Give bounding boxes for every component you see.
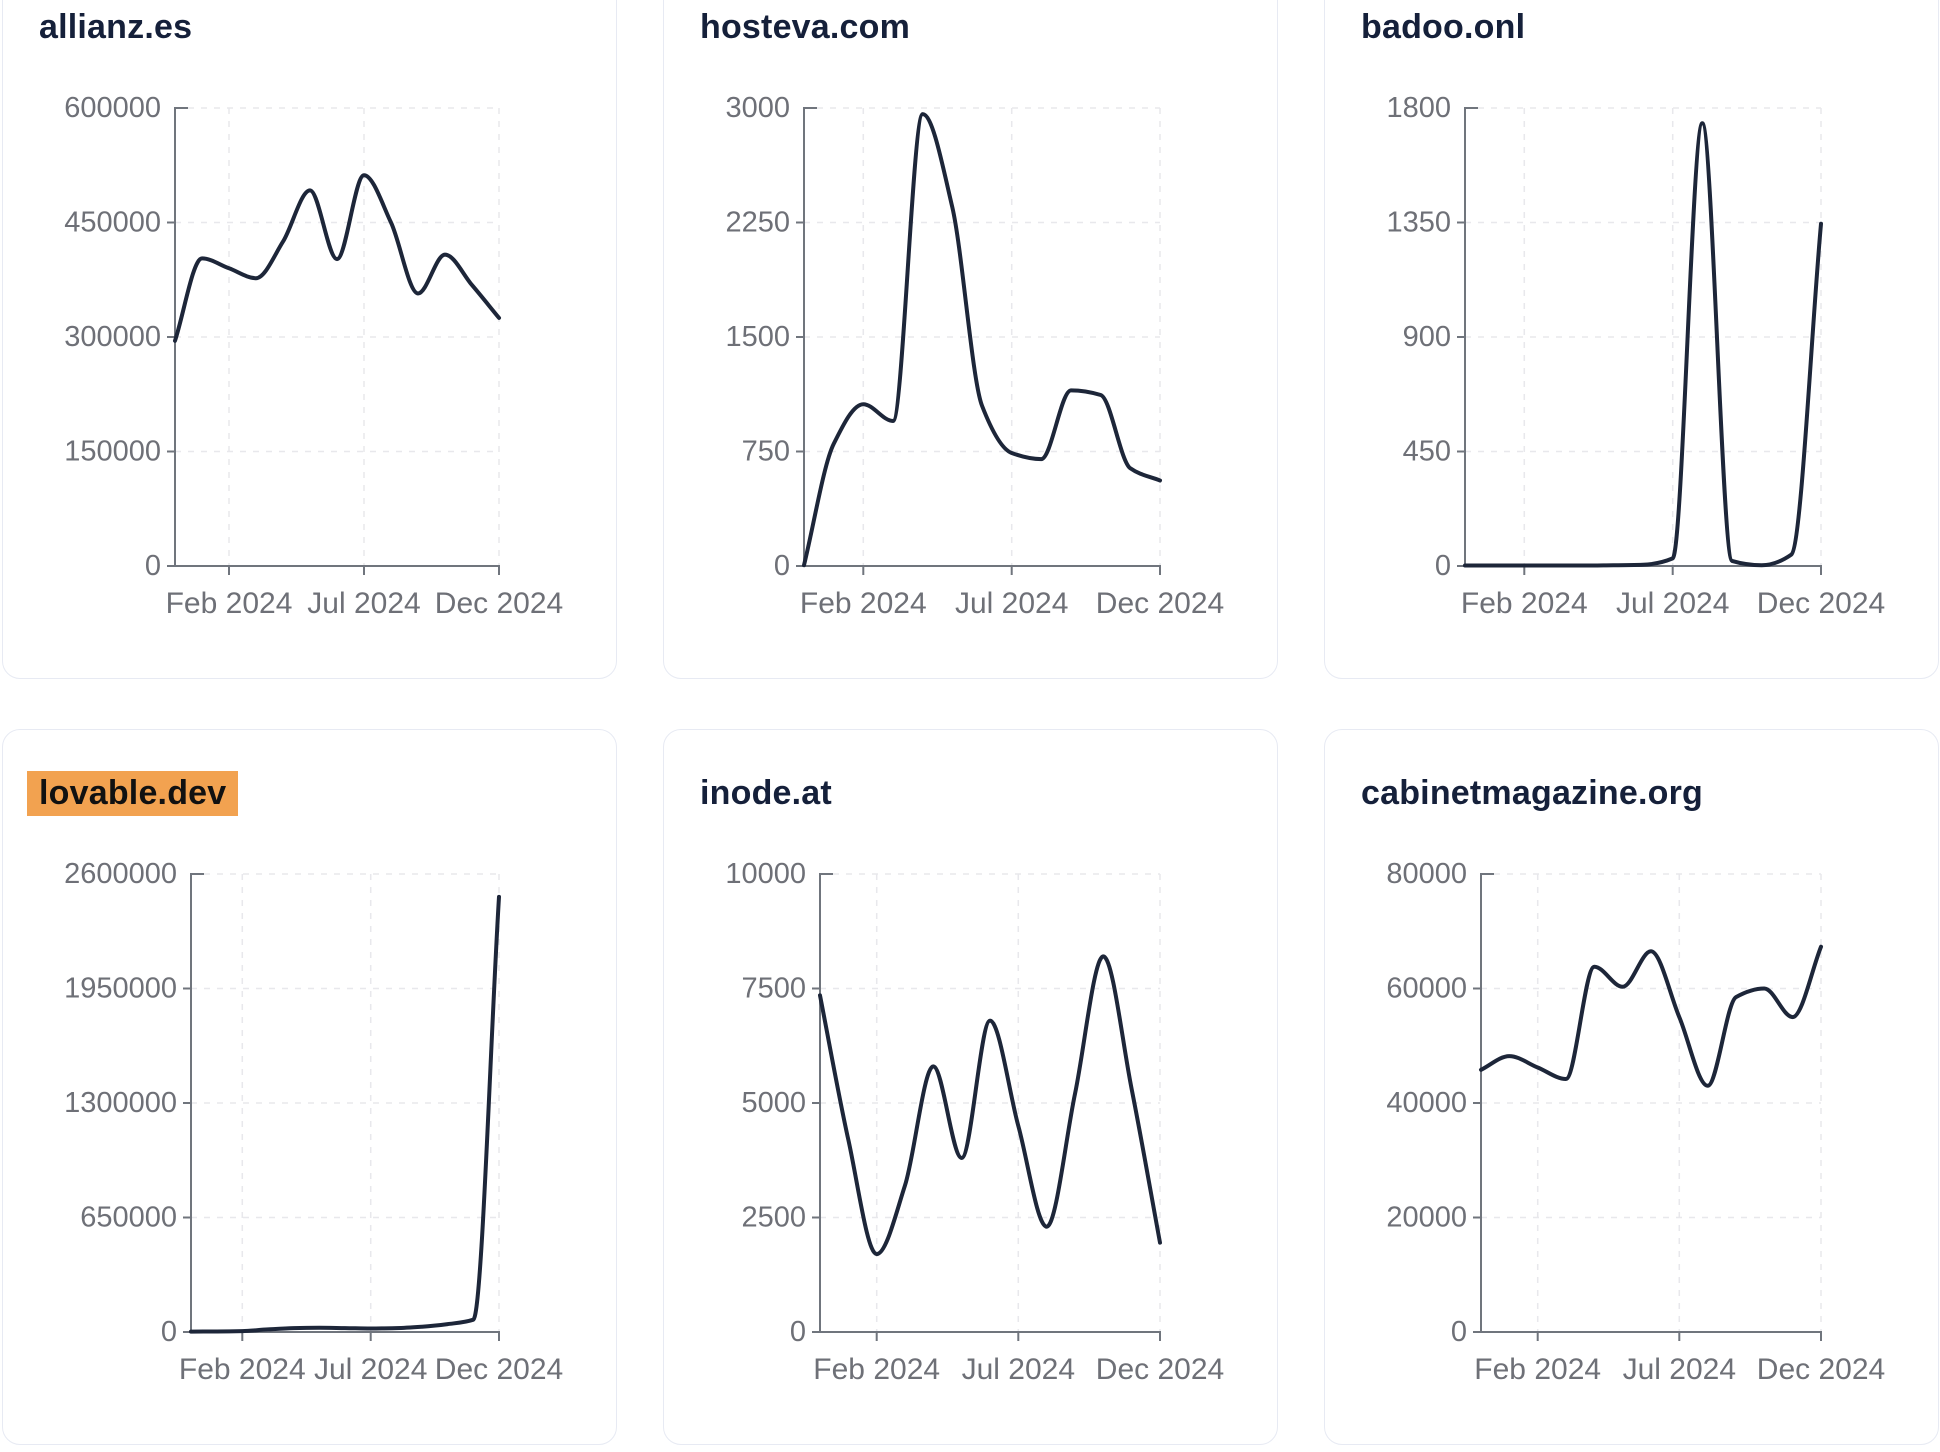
svg-text:60000: 60000 (1386, 973, 1467, 1005)
svg-text:0: 0 (790, 1316, 806, 1348)
svg-text:7500: 7500 (741, 973, 806, 1005)
svg-text:40000: 40000 (1386, 1087, 1467, 1119)
chart-title[interactable]: inode.at (700, 774, 832, 812)
svg-text:Dec 2024: Dec 2024 (1757, 587, 1885, 620)
chart-title[interactable]: badoo.onl (1361, 8, 1526, 46)
chart-title[interactable]: hosteva.com (700, 8, 911, 46)
svg-text:0: 0 (145, 550, 161, 582)
chart-card: cabinetmagazine.org 0 20000 40000 60000 8000… (1324, 729, 1939, 1445)
svg-text:Jul 2024: Jul 2024 (307, 587, 420, 620)
svg-text:20000: 20000 (1386, 1202, 1467, 1234)
svg-text:1300000: 1300000 (64, 1087, 177, 1119)
svg-text:750: 750 (742, 436, 790, 468)
svg-text:150000: 150000 (64, 436, 161, 468)
svg-text:Dec 2024: Dec 2024 (435, 587, 563, 620)
chart-card: inode.at 0 2500 5000 7500 10000 Feb 2024 Jul 2… (663, 729, 1278, 1445)
svg-text:0: 0 (161, 1316, 177, 1348)
svg-text:Jul 2024: Jul 2024 (1623, 1353, 1736, 1386)
line-chart: 0 650000 1300000 1950000 2600000 Feb 2024 Jul … (64, 858, 563, 1386)
svg-text:1350: 1350 (1386, 207, 1451, 239)
line-chart: 0 2500 5000 7500 10000 Feb 2024 Jul 2024 Dec 20… (725, 858, 1224, 1386)
svg-text:Dec 2024: Dec 2024 (1757, 1353, 1885, 1386)
svg-text:3000: 3000 (725, 92, 790, 124)
chart-card: allianz.es 0 150000 300000 450000 600000 Feb … (2, 0, 617, 679)
svg-text:450: 450 (1403, 436, 1451, 468)
line-chart: 0 150000 300000 450000 600000 Feb 2024 Jul 202… (64, 92, 563, 620)
svg-text:5000: 5000 (741, 1087, 806, 1119)
svg-text:650000: 650000 (80, 1202, 177, 1234)
chart-title[interactable]: cabinetmagazine.org (1361, 774, 1703, 812)
line-chart: 0 750 1500 2250 3000 Feb 2024 Jul 2024 Dec 2024 (725, 92, 1224, 620)
svg-text:0: 0 (1451, 1316, 1467, 1348)
svg-text:1500: 1500 (725, 321, 790, 353)
svg-text:Feb 2024: Feb 2024 (166, 587, 293, 620)
line-chart: 0 450 900 1350 1800 Feb 2024 Jul 2024 Dec 2024 (1386, 92, 1885, 620)
svg-text:Jul 2024: Jul 2024 (314, 1353, 427, 1386)
chart-title[interactable]: allianz.es (39, 8, 193, 46)
svg-text:Feb 2024: Feb 2024 (1474, 1353, 1601, 1386)
svg-text:600000: 600000 (64, 92, 161, 124)
svg-text:450000: 450000 (64, 207, 161, 239)
chart-title-highlighted[interactable]: lovable.dev (27, 771, 239, 816)
svg-text:2600000: 2600000 (64, 858, 177, 890)
svg-text:2500: 2500 (741, 1202, 806, 1234)
svg-text:Feb 2024: Feb 2024 (179, 1353, 306, 1386)
svg-text:900: 900 (1403, 321, 1451, 353)
svg-text:Dec 2024: Dec 2024 (1096, 1353, 1224, 1386)
svg-text:300000: 300000 (64, 321, 161, 353)
chart-card: badoo.onl 0 450 900 1350 1800 Feb 2024 Jul 202… (1324, 0, 1939, 679)
svg-text:1950000: 1950000 (64, 973, 177, 1005)
svg-text:Jul 2024: Jul 2024 (1616, 587, 1729, 620)
svg-text:2250: 2250 (725, 207, 790, 239)
svg-text:0: 0 (774, 550, 790, 582)
svg-text:Dec 2024: Dec 2024 (435, 1353, 563, 1386)
svg-text:Jul 2024: Jul 2024 (955, 587, 1068, 620)
svg-text:Feb 2024: Feb 2024 (813, 1353, 940, 1386)
svg-text:80000: 80000 (1386, 858, 1467, 890)
svg-text:Dec 2024: Dec 2024 (1096, 587, 1224, 620)
svg-text:Feb 2024: Feb 2024 (800, 587, 927, 620)
svg-text:Jul 2024: Jul 2024 (962, 1353, 1075, 1386)
chart-card: hosteva.com 0 750 1500 2250 3000 Feb 2024 Jul … (663, 0, 1278, 679)
line-chart: 0 20000 40000 60000 80000 Feb 2024 Jul 2024 Dec… (1386, 858, 1885, 1386)
svg-text:10000: 10000 (725, 858, 806, 890)
svg-text:Feb 2024: Feb 2024 (1461, 587, 1588, 620)
chart-card: lovable.dev 0 650000 1300000 1950000 2600000… (2, 729, 617, 1445)
svg-text:1800: 1800 (1386, 92, 1451, 124)
svg-text:0: 0 (1435, 550, 1451, 582)
